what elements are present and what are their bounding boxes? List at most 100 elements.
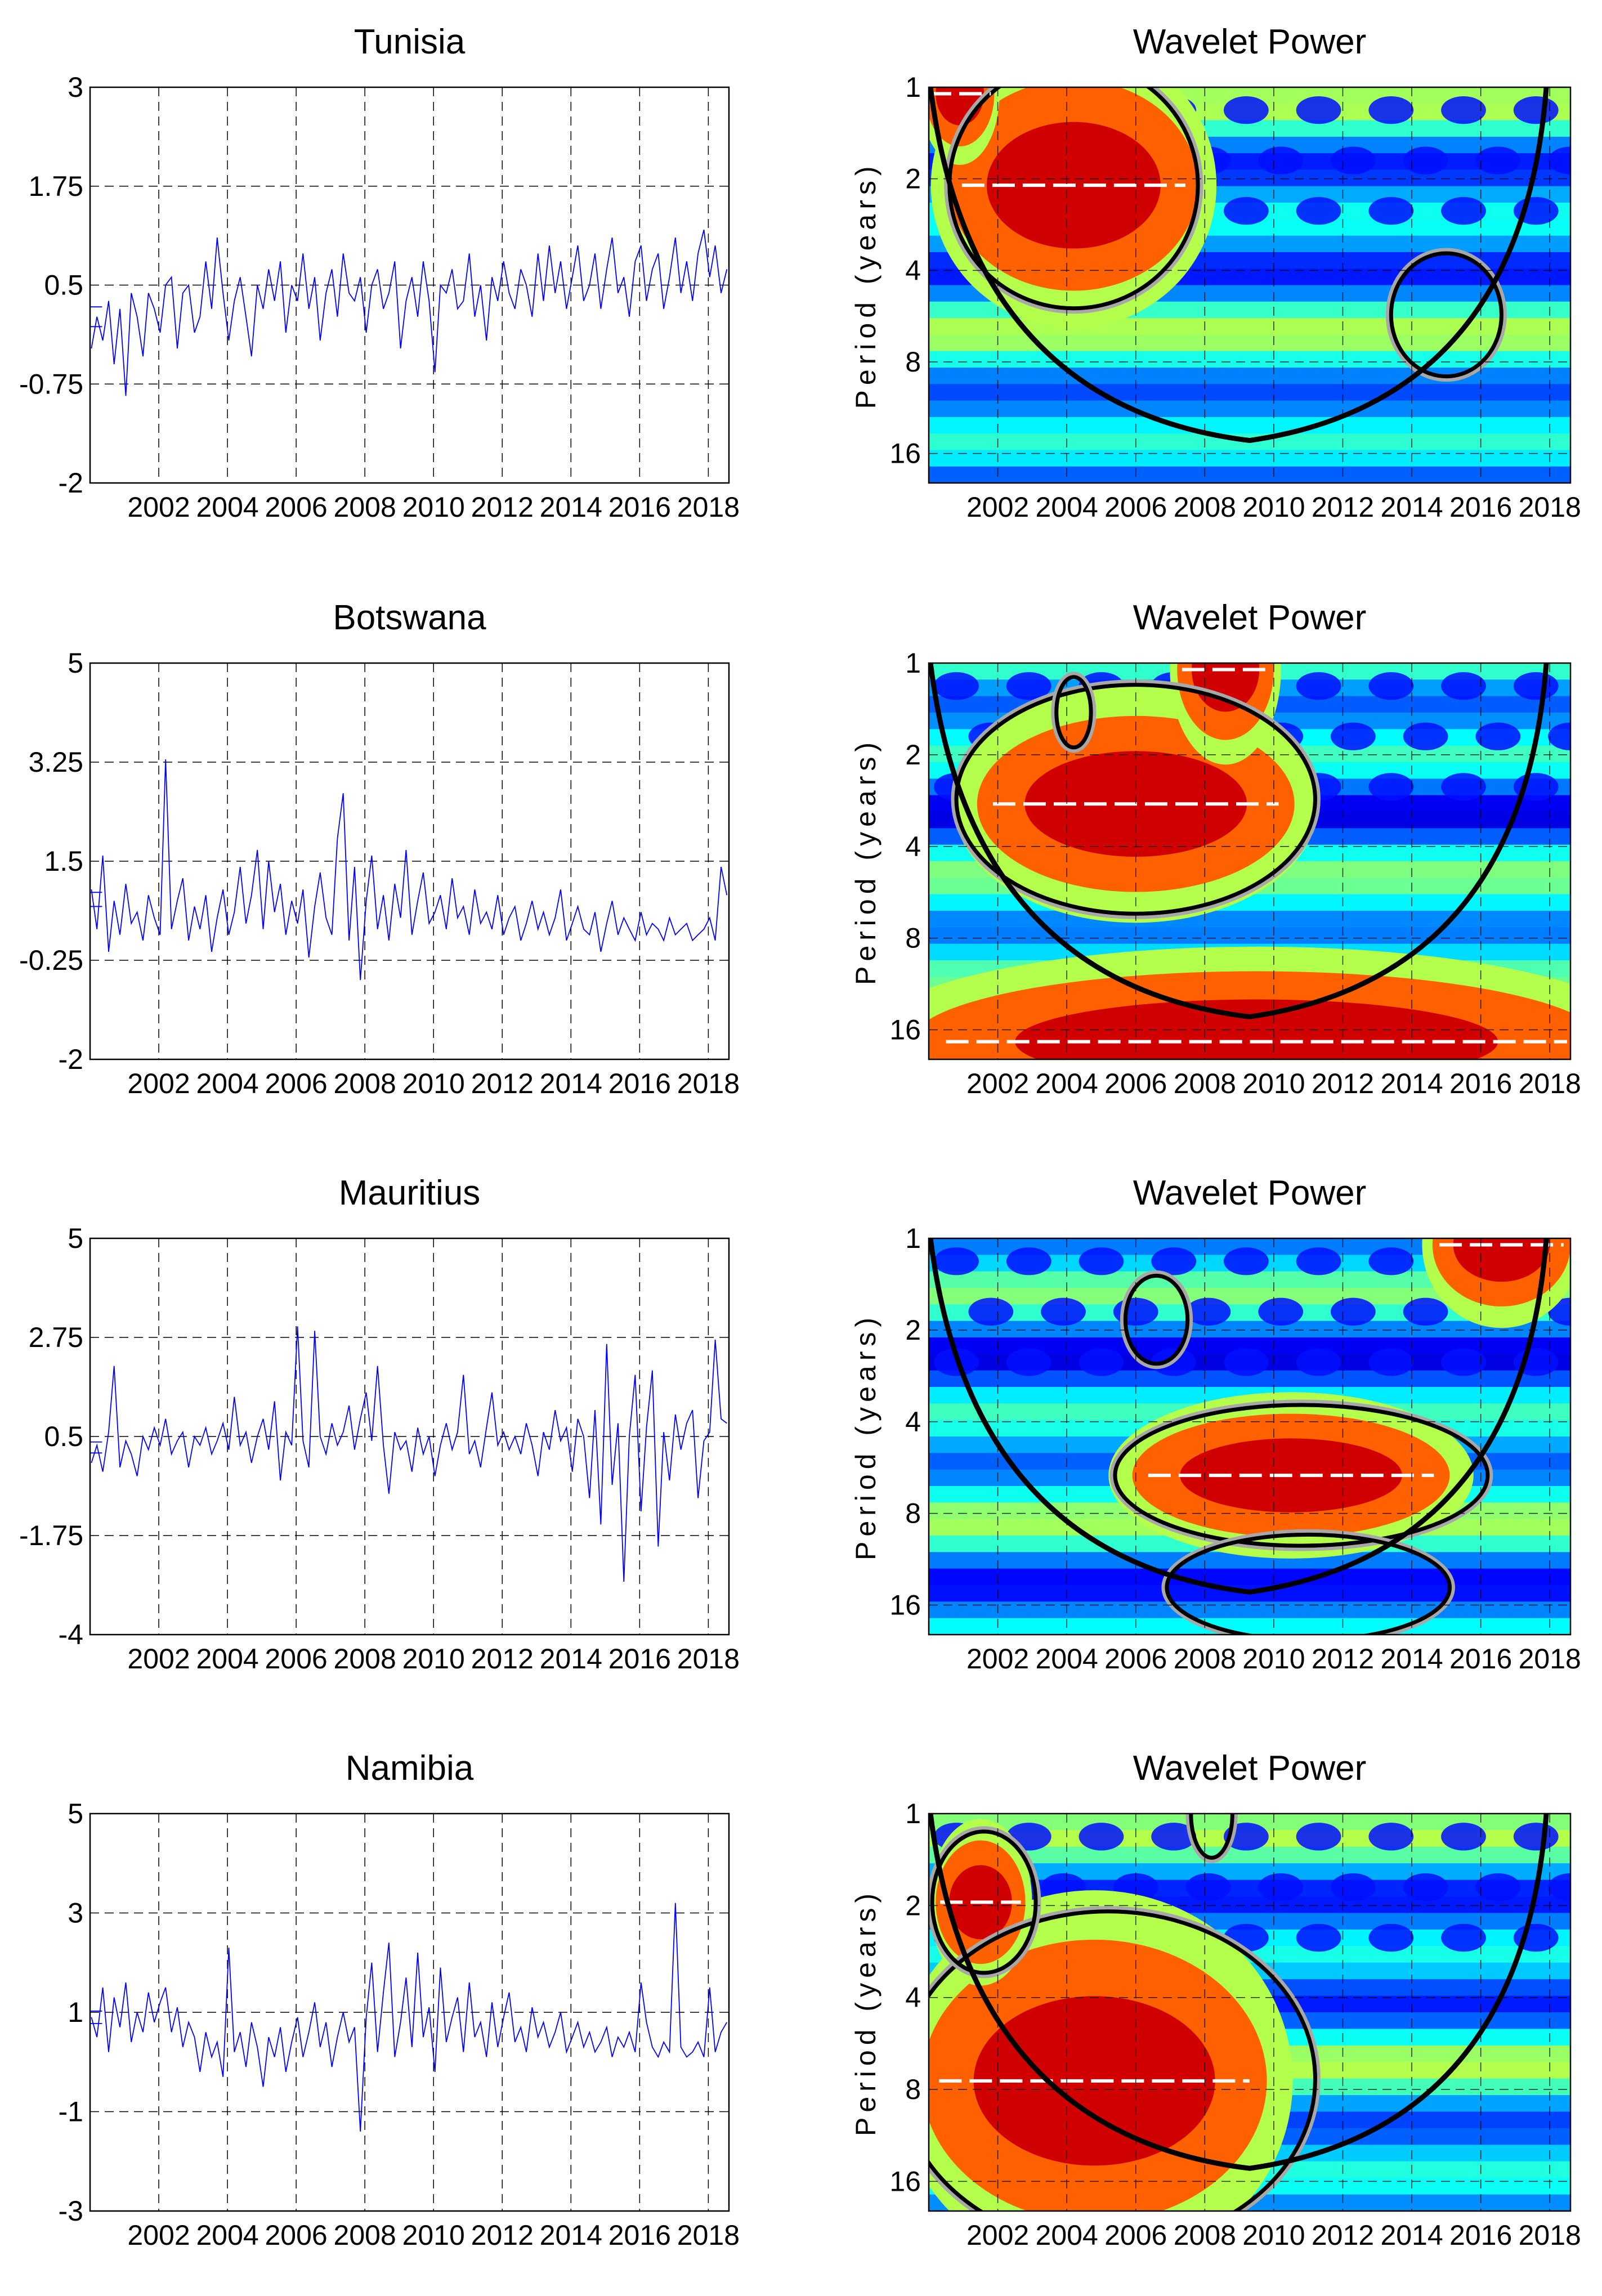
y-tick-label: 1 xyxy=(905,1798,921,1829)
x-tick-label: 2012 xyxy=(471,2219,534,2251)
x-tick-label: 2006 xyxy=(265,1068,328,1099)
x-tick-label: 2016 xyxy=(1449,1643,1512,1675)
y-tick-label: 8 xyxy=(905,2074,921,2105)
x-tick-label: 2016 xyxy=(608,1068,671,1099)
significance-contour-outer xyxy=(1120,1270,1193,1369)
significance-contour xyxy=(1389,251,1503,379)
x-tick-label: 2002 xyxy=(966,1068,1029,1099)
wavelet-panel: 1 2 4 8 16 2002 2004 2006 2008 2010 2012 2014 2016 20… xyxy=(850,1174,1581,1675)
x-tick-label: 2016 xyxy=(608,1643,671,1675)
x-tick-label: 2014 xyxy=(540,1643,602,1675)
significance-contour-outer xyxy=(1051,672,1097,753)
y-tick-label: 1 xyxy=(905,647,921,679)
x-tick-label: 2010 xyxy=(402,1068,465,1099)
x-tick-label: 2014 xyxy=(540,1068,602,1099)
x-tick-label: 2016 xyxy=(1449,2219,1512,2251)
x-tick-label: 2004 xyxy=(1036,2219,1098,2251)
cone-of-influence xyxy=(929,1814,1549,2171)
axes-frame xyxy=(89,1812,730,2212)
y-tick-label: 8 xyxy=(905,1498,921,1529)
x-tick-label: 2008 xyxy=(1174,2219,1236,2251)
power-field xyxy=(929,1238,1570,1635)
x-tick-label: 2002 xyxy=(966,1643,1029,1675)
y-tick-label: 0.5 xyxy=(44,1421,83,1452)
x-tick-label: 2008 xyxy=(334,2219,396,2251)
axes-frame xyxy=(928,86,1572,484)
x-tick-label: 2012 xyxy=(1312,1068,1374,1099)
significance-contour-outer xyxy=(929,1906,1321,2211)
series-start-segment xyxy=(90,306,102,328)
y-tick-label: 16 xyxy=(889,438,921,469)
y-tick-label: 5 xyxy=(68,1223,83,1254)
series-line xyxy=(91,759,728,981)
y-tick-label: 4 xyxy=(905,1982,921,2013)
axes-frame xyxy=(89,662,730,1060)
y-tick-label: 3.25 xyxy=(29,746,83,778)
x-tick-label: 2016 xyxy=(608,2219,671,2251)
x-tick-label: 2004 xyxy=(196,1068,258,1099)
series-start-segment xyxy=(90,892,102,907)
x-tick-label: 2016 xyxy=(1449,1068,1512,1099)
axes-frame xyxy=(928,1812,1572,2212)
y-tick-label: 16 xyxy=(889,2165,921,2197)
wavelet-panel: 1 2 4 8 16 2002 2004 2006 2008 2010 2012 2014 2016 20… xyxy=(850,1749,1581,2251)
x-tick-label: 2002 xyxy=(127,1068,190,1099)
y-tick-label: -0.25 xyxy=(19,945,83,976)
x-tick-label: 2010 xyxy=(402,491,465,523)
x-tick-label: 2018 xyxy=(1519,2219,1581,2251)
y-axis-label: Period (years) xyxy=(850,162,881,409)
x-tick-label: 2006 xyxy=(1104,1643,1167,1675)
x-tick-label: 2018 xyxy=(677,491,740,523)
power-field xyxy=(929,663,1570,1059)
x-tick-label: 2006 xyxy=(1104,1068,1167,1099)
x-tick-label: 2014 xyxy=(1380,2219,1443,2251)
x-tick-label: 2008 xyxy=(1174,1068,1236,1099)
x-tick-label: 2006 xyxy=(265,2219,328,2251)
panel-title: Wavelet Power xyxy=(1133,23,1367,61)
series-line xyxy=(91,1903,728,2132)
x-tick-label: 2010 xyxy=(1242,491,1305,523)
y-tick-label: 1.5 xyxy=(44,845,83,877)
x-tick-label: 2012 xyxy=(471,1643,534,1675)
significance-contour-outer xyxy=(1109,1399,1493,1551)
y-axis-label: Period (years) xyxy=(850,1313,881,1560)
x-tick-label: 2008 xyxy=(1174,491,1236,523)
y-tick-label: 0.5 xyxy=(44,270,83,301)
y-tick-label: -3 xyxy=(59,2195,83,2227)
x-tick-label: 2014 xyxy=(1380,1643,1443,1675)
series-start-segment xyxy=(90,2010,102,2024)
y-tick-label: -1 xyxy=(59,2096,83,2128)
x-tick-label: 2002 xyxy=(127,491,190,523)
series-line xyxy=(91,1326,727,1582)
panel-title: Namibia xyxy=(346,1749,474,1788)
y-tick-label: 1 xyxy=(905,71,921,103)
x-tick-label: 2006 xyxy=(1104,491,1167,523)
y-tick-label: 4 xyxy=(905,831,921,862)
series-line xyxy=(91,229,728,396)
y-tick-label: 3 xyxy=(68,71,83,103)
x-tick-label: 2018 xyxy=(1519,491,1581,523)
significance-contour xyxy=(1165,1532,1452,1635)
x-tick-label: 2002 xyxy=(966,491,1029,523)
x-tick-label: 2008 xyxy=(334,491,396,523)
x-tick-label: 2012 xyxy=(1312,2219,1374,2251)
y-tick-label: 16 xyxy=(889,1590,921,1621)
panel-title: Wavelet Power xyxy=(1133,598,1367,637)
x-tick-label: 2010 xyxy=(402,1643,465,1675)
y-tick-label: -1.75 xyxy=(19,1520,83,1551)
cone-of-influence xyxy=(929,1238,1549,1595)
x-tick-label: 2016 xyxy=(1449,491,1512,523)
power-field xyxy=(929,1814,1570,2211)
power-field xyxy=(929,87,1570,483)
significance-contour xyxy=(930,1829,1038,1975)
y-tick-label: 2 xyxy=(905,1314,921,1346)
x-tick-label: 2008 xyxy=(334,1643,396,1675)
panel-title: Mauritius xyxy=(339,1174,481,1212)
x-tick-label: 2006 xyxy=(265,1643,328,1675)
cone-of-influence xyxy=(929,663,1549,1019)
y-tick-label: 2 xyxy=(905,739,921,771)
y-axis-label: Period (years) xyxy=(850,1888,881,2136)
